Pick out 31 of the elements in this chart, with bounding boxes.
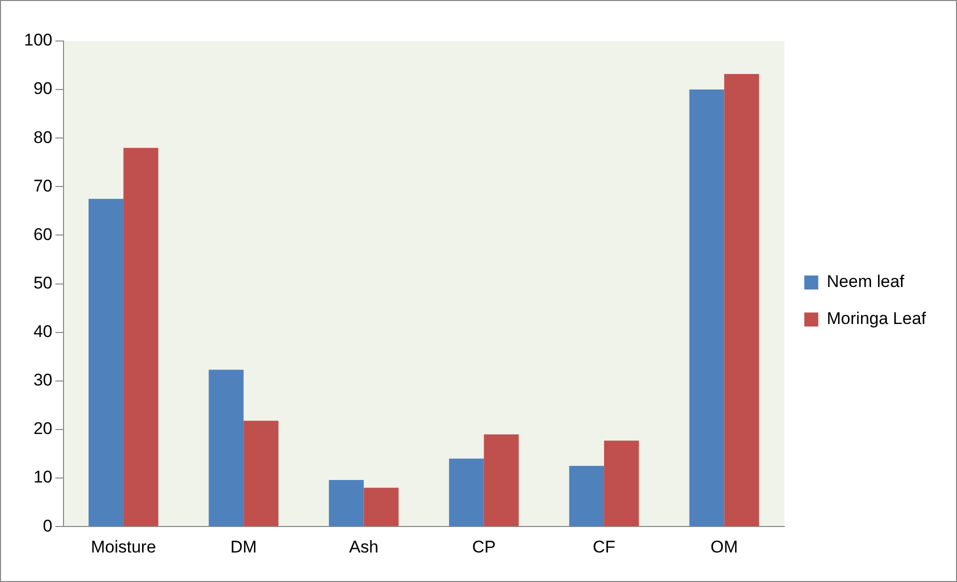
bar: [364, 488, 399, 526]
bar: [88, 198, 124, 526]
bar: [484, 434, 519, 526]
bar: [208, 370, 244, 526]
bar: [569, 466, 604, 526]
bar: [328, 480, 364, 526]
x-tick-label: OM: [710, 537, 738, 556]
y-tick-label: 0: [42, 516, 52, 536]
x-tick-label: DM: [230, 537, 257, 556]
y-tick-label: 20: [33, 419, 52, 438]
y-tick-label: 60: [33, 224, 52, 244]
legend-label: Neem leaf: [826, 272, 905, 292]
y-tick-label: 80: [33, 128, 52, 147]
x-tick-label: Ash: [349, 537, 378, 556]
bar: [604, 440, 639, 526]
y-tick-label: 90: [33, 79, 52, 98]
bar: [724, 74, 760, 526]
bar: [244, 420, 278, 526]
y-tick-label: 10: [33, 468, 52, 487]
bar: [689, 90, 724, 526]
y-tick-label: 50: [33, 273, 52, 292]
x-tick-label: CF: [592, 537, 616, 556]
bar: [449, 458, 484, 526]
y-tick-label: 40: [33, 322, 52, 342]
legend-label: Moringa Leaf: [826, 309, 926, 328]
x-tick-label: Moisture: [90, 537, 156, 556]
x-tick-label: CP: [472, 537, 496, 556]
y-tick-label: 100: [24, 30, 52, 50]
y-tick-label: 30: [33, 370, 52, 390]
bar: [123, 148, 158, 526]
y-tick-label: 70: [33, 176, 52, 196]
